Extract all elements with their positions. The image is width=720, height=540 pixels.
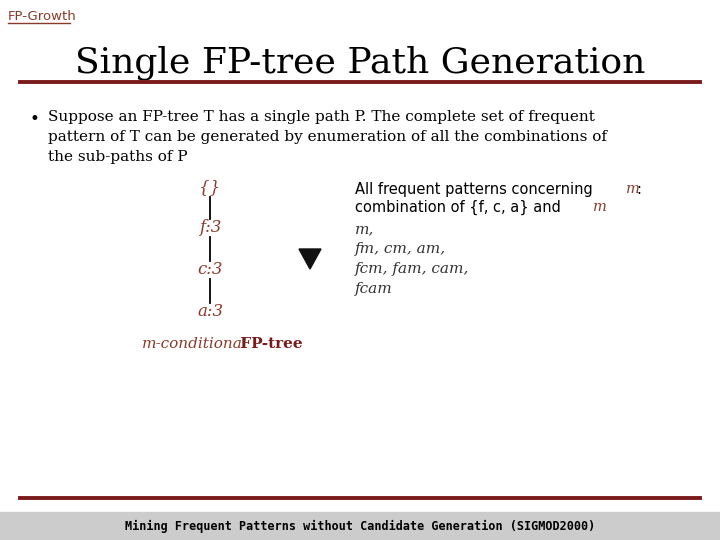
Text: m: m — [593, 200, 607, 214]
Text: combination of {f, c, a} and: combination of {f, c, a} and — [355, 200, 565, 215]
Bar — [0, 512, 720, 540]
Text: pattern of T can be generated by enumeration of all the combinations of: pattern of T can be generated by enumera… — [48, 130, 607, 144]
Text: fm, cm, am,: fm, cm, am, — [355, 242, 446, 256]
Text: All frequent patterns concerning: All frequent patterns concerning — [355, 182, 598, 197]
Text: m: m — [626, 182, 640, 196]
Text: the sub-paths of P: the sub-paths of P — [48, 150, 188, 164]
Text: c:3: c:3 — [197, 261, 222, 279]
Text: FP-tree: FP-tree — [235, 337, 302, 351]
Text: Single FP-tree Path Generation: Single FP-tree Path Generation — [75, 45, 645, 79]
Text: m,: m, — [355, 222, 374, 236]
Polygon shape — [299, 249, 321, 269]
Text: f:3: f:3 — [199, 219, 221, 237]
Text: a:3: a:3 — [197, 303, 223, 321]
Text: fcam: fcam — [355, 282, 392, 296]
Text: :: : — [636, 182, 641, 197]
Text: m-conditional: m-conditional — [142, 337, 248, 351]
Text: {}: {} — [199, 179, 220, 197]
Text: •: • — [30, 110, 40, 128]
Text: Mining Frequent Patterns without Candidate Generation (SIGMOD2000): Mining Frequent Patterns without Candida… — [125, 519, 595, 532]
Text: FP-Growth: FP-Growth — [8, 10, 77, 23]
Text: fcm, fam, cam,: fcm, fam, cam, — [355, 262, 469, 276]
Text: Suppose an FP-tree T has a single path P. The complete set of frequent: Suppose an FP-tree T has a single path P… — [48, 110, 595, 124]
